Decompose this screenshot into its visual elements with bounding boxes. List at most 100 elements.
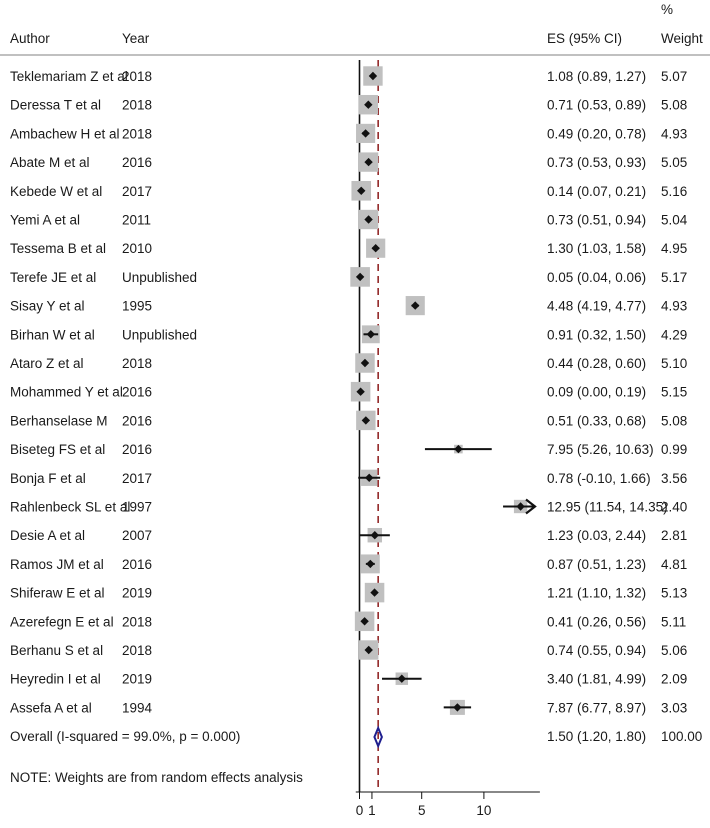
study-weight: 2.81	[661, 528, 687, 543]
study-ci-text: 0.14 (0.07, 0.21)	[547, 184, 646, 199]
study-year: 2018	[122, 126, 152, 141]
study-weight: 5.06	[661, 643, 687, 658]
study-author: Bonja F et al	[10, 471, 86, 486]
study-ci-text: 0.74 (0.55, 0.94)	[547, 643, 646, 658]
study-row: Yemi A et al 2011 0.73 (0.51, 0.94) 5.04	[10, 209, 688, 230]
x-tick-label: 10	[476, 803, 491, 818]
study-author: Yemi A et al	[10, 213, 80, 228]
study-year: Unpublished	[122, 270, 197, 285]
point-estimate	[364, 215, 373, 224]
study-weight: 2.40	[661, 500, 687, 515]
overall-label: Overall (I-squared = 99.0%, p = 0.000)	[10, 729, 240, 744]
study-year: Unpublished	[122, 327, 197, 342]
point-estimate	[357, 186, 366, 195]
study-weight: 5.16	[661, 184, 687, 199]
study-row: Desie A et al 2007 1.23 (0.03, 2.44) 2.81	[10, 527, 687, 543]
study-row: Birhan W et al Unpublished 0.91 (0.32, 1.5…	[10, 325, 687, 344]
study-weight: 5.10	[661, 356, 687, 371]
study-author: Ramos JM et al	[10, 557, 104, 572]
study-year: 2017	[122, 184, 152, 199]
study-ci-text: 0.73 (0.51, 0.94)	[547, 213, 646, 228]
point-estimate	[368, 71, 378, 81]
overall-diamond	[373, 725, 383, 749]
study-weight: 5.11	[661, 614, 686, 629]
study-weight: 5.15	[661, 385, 687, 400]
study-row: Azerefegn E et al 2018 0.41 (0.26, 0.56) 5.…	[10, 611, 686, 632]
study-row: Tessema B et al 2010 1.30 (1.03, 1.58) 4.95	[10, 238, 687, 258]
study-year: 2011	[122, 213, 151, 228]
point-estimate	[454, 444, 463, 454]
study-author: Abate M et al	[10, 155, 90, 170]
x-tick-label: 0	[356, 803, 364, 818]
study-weight: 5.04	[661, 213, 688, 228]
study-weight: 5.08	[661, 413, 687, 428]
x-tick-label: 1	[368, 803, 376, 818]
header-weight: Weight	[661, 31, 703, 46]
study-year: 2018	[122, 614, 152, 629]
study-row: Sisay Y et al 1995 4.48 (4.19, 4.77) 4.93	[10, 296, 687, 316]
study-row: Bonja F et al 2017 0.78 (-0.10, 1.66) 3.56	[10, 469, 687, 486]
ci-arrow	[525, 498, 537, 515]
point-estimate	[365, 473, 374, 482]
study-year: 2016	[122, 557, 152, 572]
study-author: Rahlenbeck SL et al	[10, 500, 130, 515]
point-estimate	[411, 301, 420, 310]
overall-row: Overall (I-squared = 99.0%, p = 0.000) 1…	[10, 725, 702, 749]
study-ci-text: 0.78 (-0.10, 1.66)	[547, 471, 651, 486]
point-estimate	[516, 502, 525, 511]
study-author: Kebede W et al	[10, 184, 102, 199]
point-estimate	[364, 157, 373, 167]
study-ci-text: 0.05 (0.04, 0.06)	[547, 270, 646, 285]
study-author: Desie A et al	[10, 528, 85, 543]
study-author: Teklemariam Z et al	[10, 69, 128, 84]
header-es: ES (95% CI)	[547, 31, 622, 46]
point-estimate	[371, 244, 380, 253]
study-year: 1997	[122, 500, 152, 515]
study-row: Berhanu S et al 2018 0.74 (0.55, 0.94) 5.06	[10, 640, 687, 660]
study-author: Shiferaw E et al	[10, 586, 105, 601]
study-weight: 4.29	[661, 327, 687, 342]
study-author: Heyredin I et al	[10, 672, 101, 687]
study-year: 2017	[122, 471, 152, 486]
header-author: Author	[10, 31, 50, 46]
study-row: Ramos JM et al 2016 0.87 (0.51, 1.23) 4.81	[10, 554, 687, 574]
study-ci-text: 0.87 (0.51, 1.23)	[547, 557, 646, 572]
study-row: Abate M et al 2016 0.73 (0.53, 0.93) 5.05	[10, 152, 687, 172]
study-year: 2016	[122, 442, 152, 457]
study-author: Mohammed Y et al	[10, 385, 123, 400]
study-weight: 5.07	[661, 69, 687, 84]
point-estimate	[356, 387, 365, 396]
header-weight-percent: %	[661, 2, 673, 17]
study-year: 1995	[122, 299, 152, 314]
study-author: Ataro Z et al	[10, 356, 84, 371]
overall-ci-text: 1.50 (1.20, 1.80)	[547, 729, 646, 744]
point-estimate	[366, 330, 376, 339]
study-weight: 5.05	[661, 155, 687, 170]
point-estimate	[364, 645, 373, 655]
study-row: Terefe JE et al Unpublished 0.05 (0.04, 0.…	[10, 267, 687, 287]
study-ci-text: 4.48 (4.19, 4.77)	[547, 299, 646, 314]
study-row: Assefa A et al 1994 7.87 (6.77, 8.97) 3.03	[10, 699, 687, 715]
study-author: Tessema B et al	[10, 241, 106, 256]
point-estimate	[370, 588, 379, 597]
study-row: Berhanselase M 2016 0.51 (0.33, 0.68) 5.08	[10, 410, 687, 431]
study-year: 1994	[122, 700, 153, 715]
point-estimate	[370, 531, 380, 540]
study-year: 2010	[122, 241, 152, 256]
study-ci-text: 0.91 (0.32, 1.50)	[547, 327, 646, 342]
study-year: 2016	[122, 155, 152, 170]
point-estimate	[453, 703, 462, 712]
study-row: Mohammed Y et al 2016 0.09 (0.00, 0.19) 5.1…	[10, 381, 687, 402]
study-row: Shiferaw E et al 2019 1.21 (1.10, 1.32) 5.1…	[10, 582, 687, 603]
study-year: 2019	[122, 586, 152, 601]
point-estimate	[397, 674, 406, 683]
study-author: Berhanselase M	[10, 413, 108, 428]
study-ci-text: 0.49 (0.20, 0.78)	[547, 126, 646, 141]
study-weight: 4.95	[661, 241, 687, 256]
study-weight: 5.08	[661, 98, 687, 113]
study-ci-text: 0.44 (0.28, 0.60)	[547, 356, 646, 371]
header-year: Year	[122, 31, 150, 46]
study-ci-text: 0.09 (0.00, 0.19)	[547, 385, 646, 400]
study-ci-text: 0.51 (0.33, 0.68)	[547, 413, 646, 428]
